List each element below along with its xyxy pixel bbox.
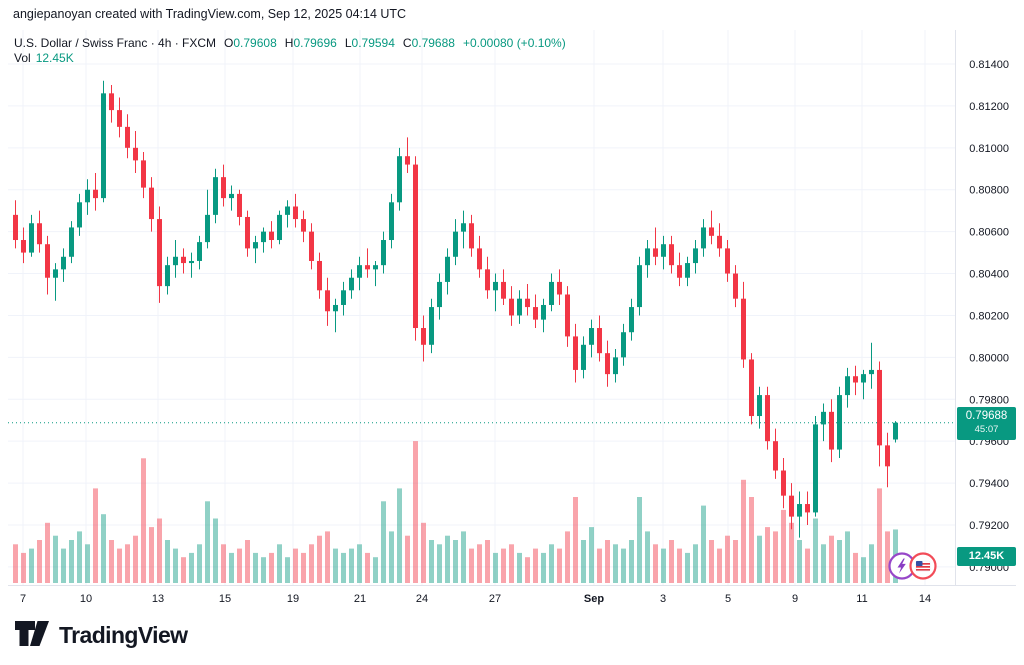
- ohlc-high: H0.79696: [284, 36, 337, 50]
- tradingview-footer[interactable]: TradingView: [14, 618, 188, 653]
- last-price-badge: 0.79688 45:07: [957, 407, 1016, 440]
- change-value: +0.00080 (+0.10%): [462, 36, 566, 50]
- svg-text:0.80400: 0.80400: [969, 269, 1009, 281]
- svg-text:7: 7: [20, 593, 26, 605]
- svg-text:5: 5: [725, 593, 731, 605]
- tradingview-wordmark: TradingView: [59, 622, 188, 648]
- volume-legend: Vol 12.45K: [14, 51, 74, 65]
- svg-text:3: 3: [660, 593, 666, 605]
- chart-stamps: [888, 552, 954, 581]
- svg-text:10: 10: [80, 593, 92, 605]
- svg-text:27: 27: [489, 593, 501, 605]
- volume-label: Vol: [14, 51, 31, 65]
- volume-axis-badge: 12.45K: [957, 547, 1016, 566]
- svg-text:0.79800: 0.79800: [969, 394, 1009, 406]
- svg-text:14: 14: [919, 593, 931, 605]
- symbol-legend: U.S. Dollar / Swiss Franc · 4h · FXCM O0…: [14, 36, 566, 50]
- svg-text:0.80000: 0.80000: [969, 352, 1009, 364]
- ohlc-open: O0.79608: [224, 36, 277, 50]
- svg-text:0.81200: 0.81200: [969, 101, 1009, 113]
- attribution-text: angiepanoyan created with TradingView.co…: [13, 7, 407, 21]
- us-flag-icon[interactable]: [909, 552, 937, 580]
- svg-text:13: 13: [152, 593, 164, 605]
- last-price: 0.79688: [965, 410, 1008, 422]
- svg-text:15: 15: [219, 593, 231, 605]
- ohlc-close: C0.79688: [402, 36, 455, 50]
- svg-text:0.80600: 0.80600: [969, 227, 1009, 239]
- svg-text:24: 24: [416, 593, 428, 605]
- volume-value: 12.45K: [35, 51, 74, 65]
- svg-text:0.79400: 0.79400: [969, 478, 1009, 490]
- svg-text:11: 11: [856, 593, 867, 605]
- svg-text:0.79200: 0.79200: [969, 520, 1009, 532]
- ohlc-low: L0.79594: [344, 36, 395, 50]
- svg-text:9: 9: [792, 593, 798, 605]
- svg-text:21: 21: [354, 593, 366, 605]
- symbol-title: U.S. Dollar / Swiss Franc · 4h · FXCM: [14, 36, 217, 50]
- svg-text:0.81400: 0.81400: [969, 59, 1009, 71]
- tradingview-logo-icon: [14, 618, 50, 653]
- svg-text:0.81000: 0.81000: [969, 143, 1009, 155]
- svg-text:Sep: Sep: [584, 593, 604, 605]
- svg-text:0.80800: 0.80800: [969, 185, 1009, 197]
- bar-countdown: 45:07: [974, 424, 999, 435]
- svg-text:0.80200: 0.80200: [969, 310, 1009, 322]
- svg-text:19: 19: [287, 593, 299, 605]
